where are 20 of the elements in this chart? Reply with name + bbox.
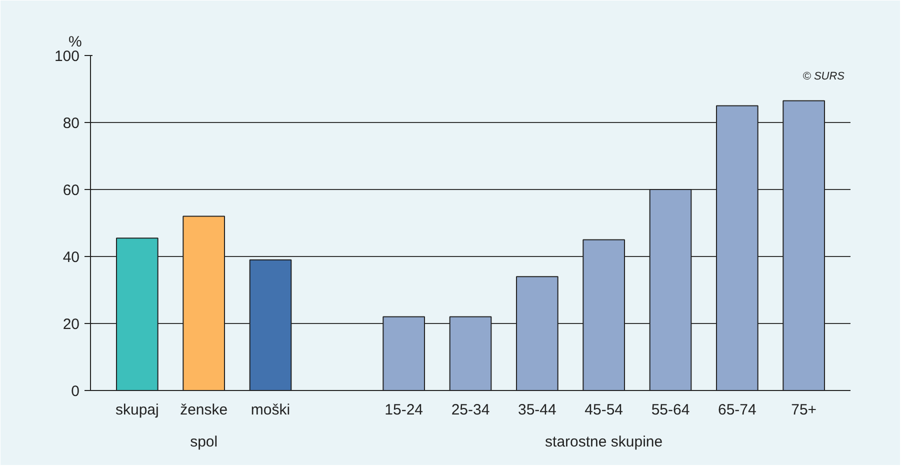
- y-tick-label: 0: [71, 383, 80, 400]
- x-tick-label: ženske: [180, 402, 228, 418]
- x-tick-label: 75+: [791, 402, 817, 418]
- x-tick-label: 35-44: [518, 402, 556, 418]
- x-tick-label: skupaj: [115, 402, 159, 418]
- y-tick-label: 60: [62, 182, 80, 199]
- text: spol: [190, 434, 218, 450]
- x-tick-label: 45-54: [584, 402, 624, 418]
- y-tick-label: 100: [54, 48, 80, 65]
- y-tick-label: 80: [62, 115, 80, 132]
- x-tick-label: moški: [250, 402, 290, 418]
- x-tick-label: 65-74: [718, 402, 756, 418]
- y-tick-label: 20: [62, 316, 80, 333]
- annotation: © SURS: [802, 70, 846, 82]
- y-tick-label: 40: [62, 249, 80, 266]
- x-tick-label: 15-24: [384, 402, 424, 418]
- x-tick-label: 25-34: [451, 402, 490, 418]
- text: starostne skupine: [545, 434, 663, 450]
- x-tick-label: 55-64: [651, 402, 690, 418]
- y-axis-title: %: [68, 34, 82, 50]
